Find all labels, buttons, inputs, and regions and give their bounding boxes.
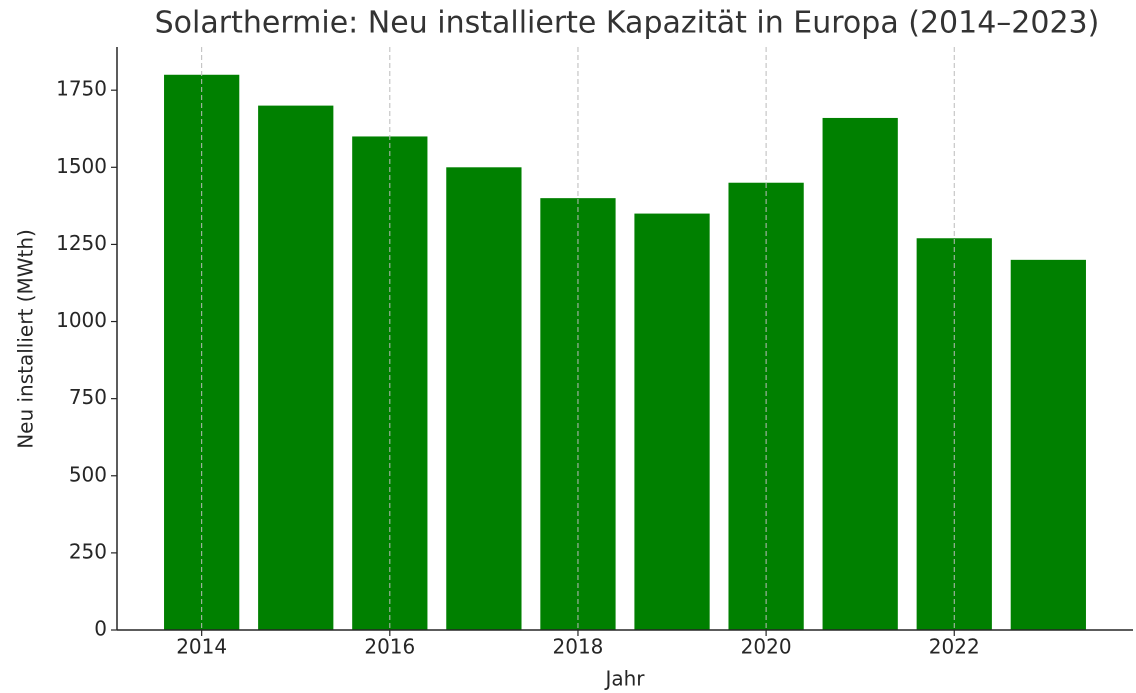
bar	[1010, 259, 1086, 630]
y-tick-label: 1000	[56, 308, 107, 332]
x-tick-label: 2016	[364, 635, 415, 659]
y-axis-label: Neu installiert (MWth)	[14, 229, 38, 449]
y-tick-label: 750	[69, 385, 107, 409]
y-tick-label: 1250	[56, 231, 107, 255]
x-tick-label: 2020	[741, 635, 792, 659]
y-tick-label: 1750	[56, 77, 107, 101]
bar	[634, 213, 710, 631]
y-tick-label: 0	[94, 617, 107, 641]
y-tick-label: 500	[69, 462, 107, 486]
bar	[822, 117, 898, 631]
y-tick-label: 1500	[56, 154, 107, 178]
x-axis-label: Jahr	[603, 667, 645, 691]
x-tick-label: 2014	[176, 635, 227, 659]
chart-title: Solarthermie: Neu installierte Kapazität…	[155, 6, 1100, 41]
x-tick-label: 2022	[929, 635, 980, 659]
bar	[258, 105, 334, 631]
bar	[540, 198, 616, 631]
y-tick-label: 250	[69, 539, 107, 563]
bar	[446, 167, 522, 631]
x-tick-label: 2018	[553, 635, 604, 659]
